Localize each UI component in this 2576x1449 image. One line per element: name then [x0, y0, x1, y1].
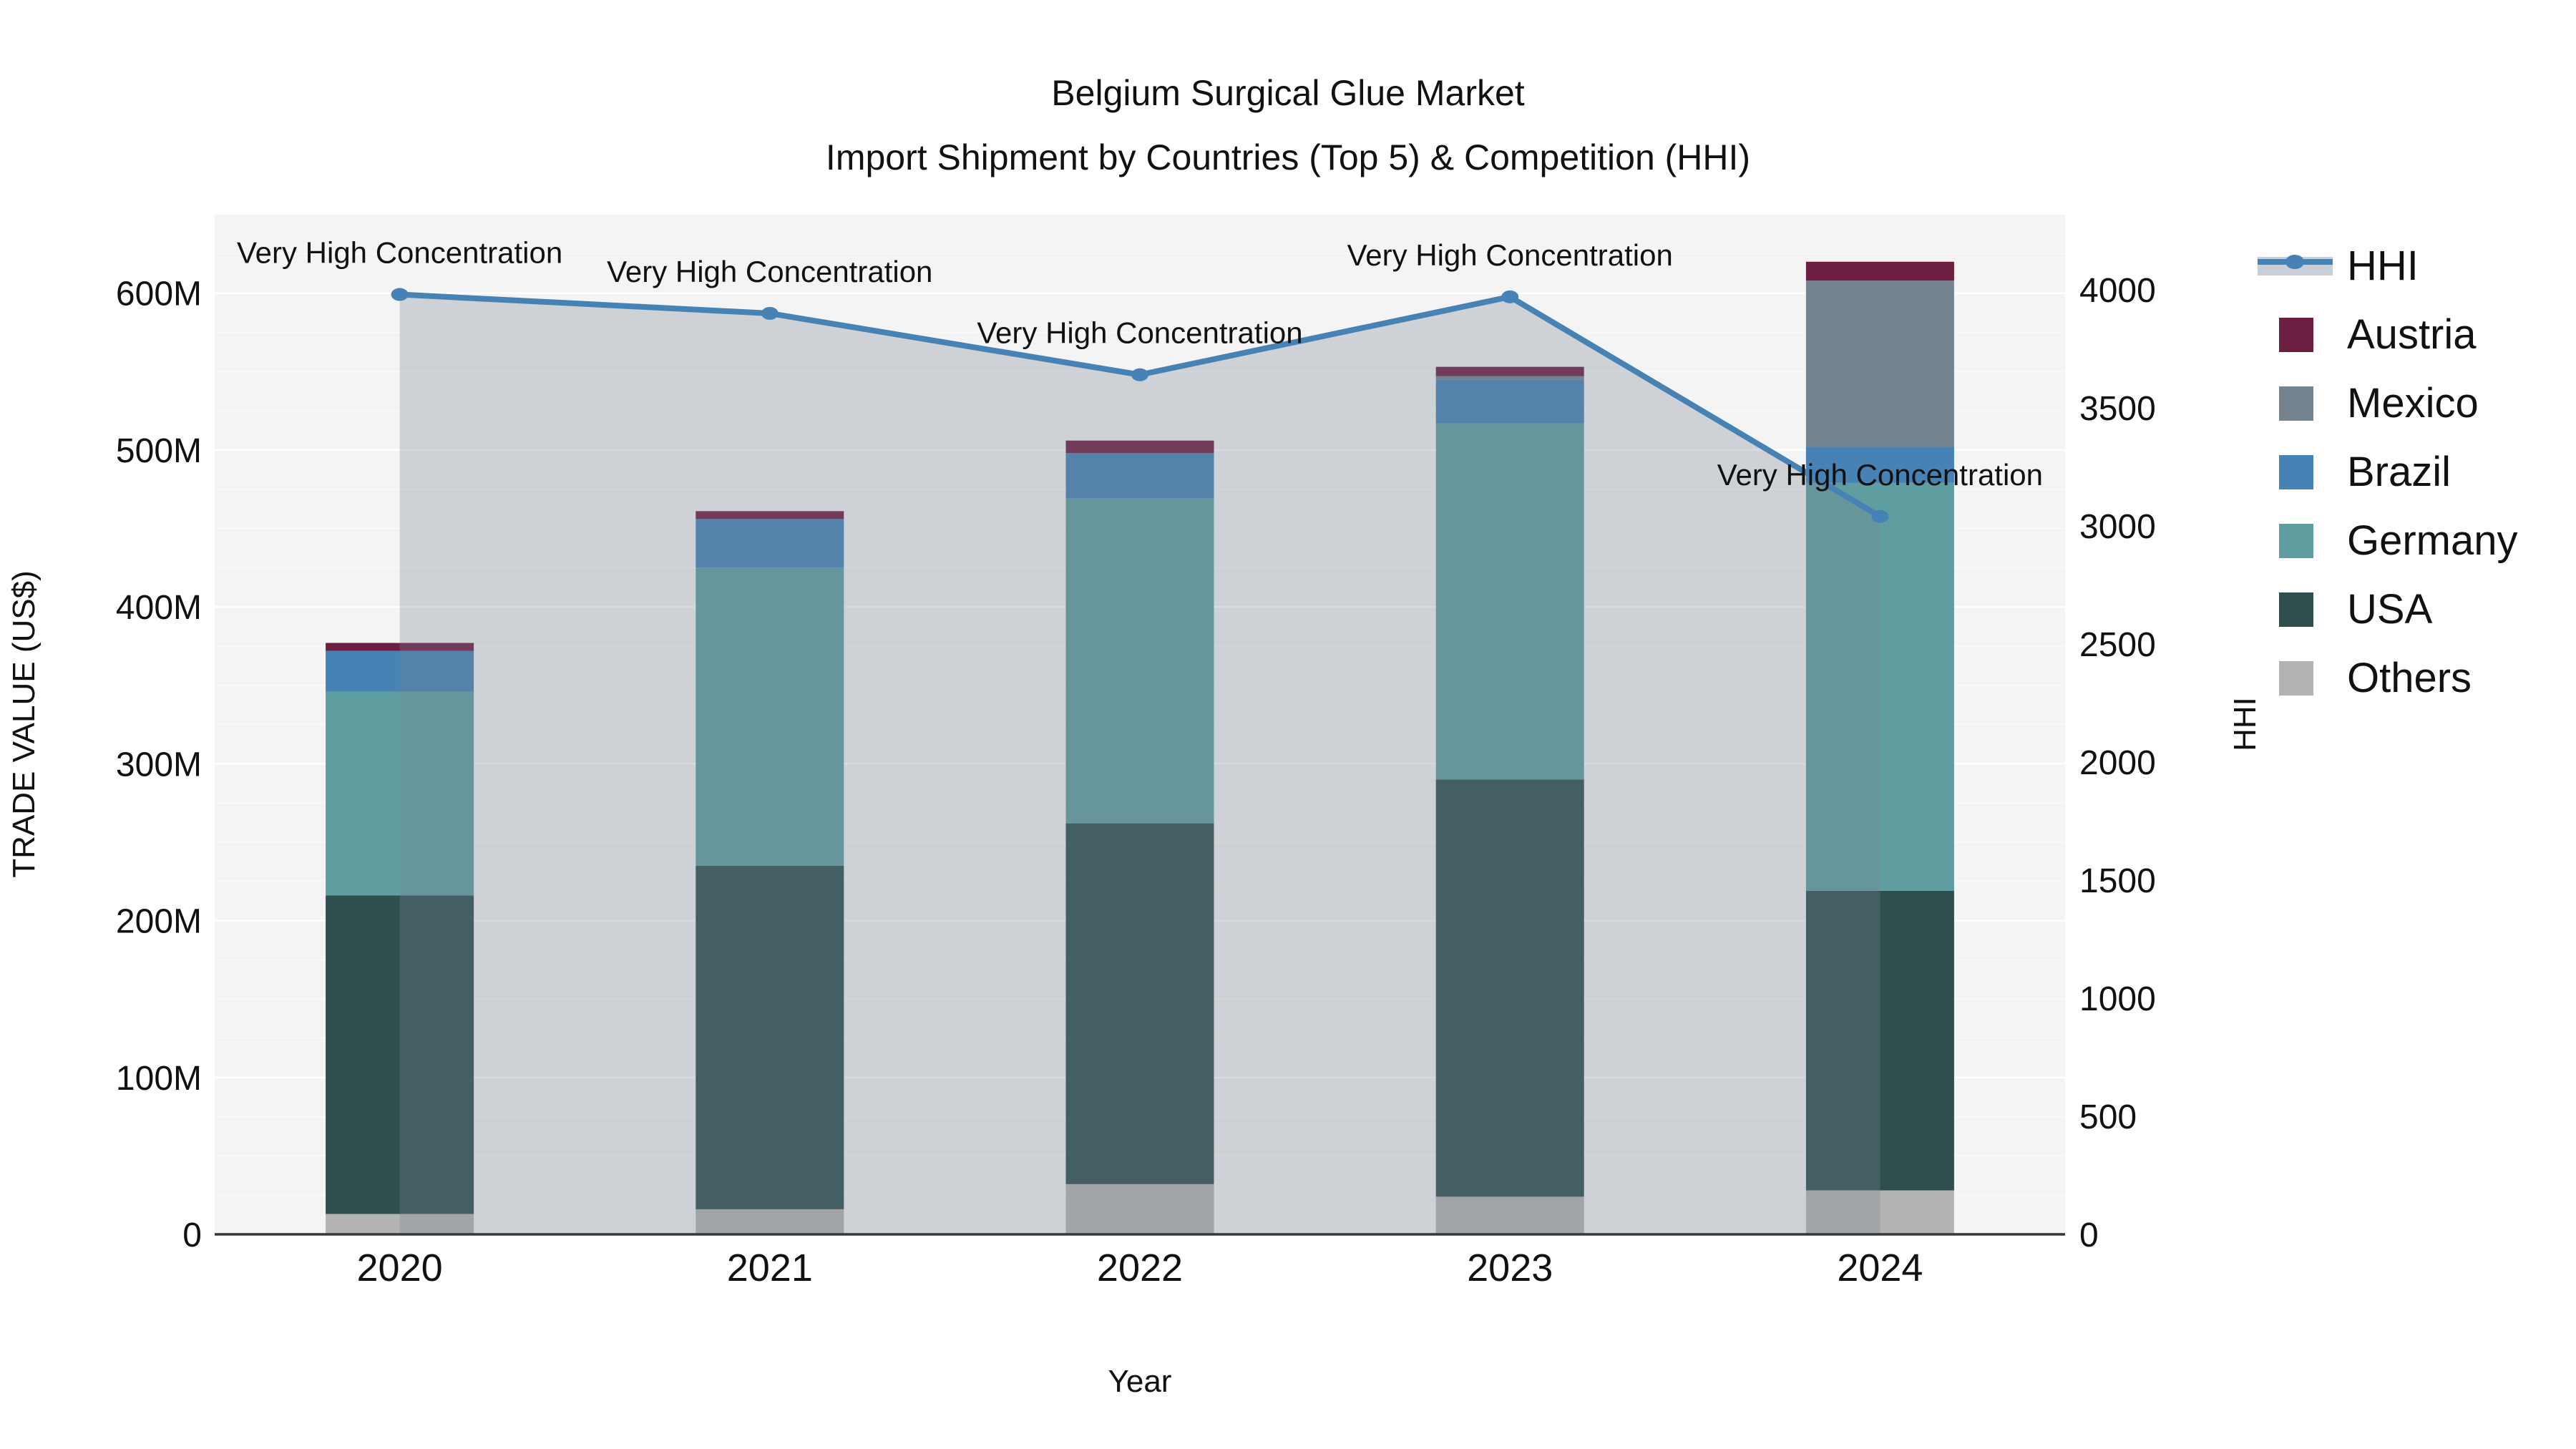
bar-segment-mexico-2023	[1435, 376, 1584, 380]
bar-segment-usa-2021	[696, 865, 844, 1209]
bar-segment-usa-2024	[1805, 890, 1954, 1191]
bar-segment-austria-2021	[696, 511, 844, 519]
hhi-line-group	[391, 288, 1889, 523]
hhi-marker-2022	[1131, 368, 1148, 381]
bar-segment-usa-2023	[1435, 779, 1584, 1197]
bar-segment-others-2024	[1805, 1190, 1954, 1234]
x-tick-label-2023: 2023	[1467, 1246, 1553, 1289]
legend-label-brazil: Brazil	[2347, 449, 2451, 495]
right-tick-label: 0	[2079, 1216, 2099, 1254]
x-tick-label-2022: 2022	[1097, 1246, 1183, 1289]
bars-group	[326, 261, 1954, 1234]
legend-item-mexico: Mexico	[2279, 380, 2479, 426]
legend-swatch-brazil	[2279, 455, 2313, 489]
legend-swatch-usa	[2279, 592, 2313, 627]
legend-item-brazil: Brazil	[2279, 449, 2451, 495]
left-tick-label: 600M	[116, 275, 202, 313]
left-tick-label: 500M	[116, 432, 202, 470]
left-tick-label: 200M	[116, 903, 202, 941]
legend-item-austria: Austria	[2279, 311, 2477, 358]
chart-title-line2: Import Shipment by Countries (Top 5) & C…	[826, 137, 1750, 177]
hhi-annotation-2021: Very High Concentration	[607, 255, 932, 288]
left-tick-label: 100M	[116, 1060, 202, 1098]
bar-segment-germany-2022	[1065, 498, 1214, 824]
chart-title-line1: Belgium Surgical Glue Market	[1051, 73, 1524, 113]
legend-swatch-mexico	[2279, 386, 2313, 421]
legend-swatch-others	[2279, 661, 2313, 696]
bar-segment-brazil-2023	[1435, 379, 1584, 424]
bar-segment-germany-2024	[1805, 482, 1954, 891]
legend-group: HHI Austria Mexico Brazil Germany USA Others	[2258, 243, 2518, 701]
right-tick-label: 2500	[2079, 626, 2156, 664]
bar-segment-germany-2023	[1435, 423, 1584, 780]
hhi-marker-2020	[391, 288, 409, 301]
hhi-annotation-2024: Very High Concentration	[1717, 458, 2043, 492]
left-axis-title: TRADE VALUE (US$)	[6, 570, 42, 878]
legend-label-usa: USA	[2347, 586, 2433, 633]
legend-item-hhi: HHI	[2258, 243, 2419, 289]
bar-segment-germany-2020	[326, 691, 474, 896]
hhi-area-fill	[399, 294, 1880, 1235]
bar-segment-mexico-2024	[1805, 280, 1954, 447]
right-tick-label: 500	[2079, 1098, 2137, 1136]
bar-segment-others-2020	[326, 1214, 474, 1234]
x-axis-title: Year	[1108, 1364, 1172, 1399]
legend-item-usa: USA	[2279, 586, 2433, 633]
right-tick-label: 1500	[2079, 862, 2156, 900]
legend-label-others: Others	[2347, 655, 2472, 701]
hhi-annotation-2022: Very High Concentration	[977, 316, 1302, 350]
bar-segment-brazil-2024	[1805, 447, 1954, 483]
legend-item-others: Others	[2279, 655, 2472, 701]
legend-swatch-austria	[2279, 318, 2313, 352]
legend-label-hhi: HHI	[2347, 243, 2419, 289]
right-tick-label: 4000	[2079, 272, 2156, 310]
bar-segment-austria-2020	[326, 643, 474, 651]
bar-segment-austria-2024	[1805, 261, 1954, 281]
left-tick-label: 0	[182, 1216, 202, 1254]
right-axis-title: HHI	[2228, 697, 2263, 751]
left-tick-label: 300M	[116, 746, 202, 784]
bar-segment-brazil-2020	[326, 650, 474, 692]
x-tick-label-2021: 2021	[727, 1246, 813, 1289]
legend-label-mexico: Mexico	[2347, 380, 2479, 426]
right-tick-label: 1000	[2079, 980, 2156, 1018]
bar-segment-usa-2020	[326, 895, 474, 1214]
legend-hhi-marker-swatch	[2285, 255, 2304, 269]
bar-segment-austria-2023	[1435, 366, 1584, 376]
hhi-marker-2024	[1871, 509, 1889, 523]
hhi-annotation-2023: Very High Concentration	[1347, 238, 1673, 272]
legend-label-austria: Austria	[2347, 311, 2477, 358]
hhi-area-group	[399, 294, 1880, 1235]
axes-group: 0 100M 200M 300M 400M 500M 600M 0 500 1000 1500 200…	[116, 272, 2156, 1289]
bar-segment-brazil-2022	[1065, 453, 1214, 499]
hhi-annotation-2020: Very High Concentration	[237, 236, 562, 270]
x-tick-label-2024: 2024	[1837, 1246, 1923, 1289]
bar-segment-others-2021	[696, 1209, 844, 1234]
bar-segment-usa-2022	[1065, 823, 1214, 1184]
annotations-group: Very High Concentration Very High Concent…	[237, 236, 2043, 492]
left-tick-label: 400M	[116, 589, 202, 627]
x-tick-label-2020: 2020	[357, 1246, 443, 1289]
legend-swatch-germany	[2279, 524, 2313, 558]
right-tick-label: 3500	[2079, 390, 2156, 428]
bar-segment-germany-2021	[696, 567, 844, 866]
legend-item-germany: Germany	[2279, 517, 2518, 564]
legend-label-germany: Germany	[2347, 517, 2518, 564]
bar-segment-brazil-2021	[696, 519, 844, 568]
right-tick-label: 2000	[2079, 744, 2156, 782]
hhi-marker-2023	[1501, 290, 1519, 303]
bar-segment-austria-2022	[1065, 440, 1214, 454]
bar-segment-others-2022	[1065, 1184, 1214, 1234]
bar-segment-others-2023	[1435, 1196, 1584, 1234]
hhi-marker-2021	[761, 306, 779, 320]
right-tick-label: 3000	[2079, 508, 2156, 546]
